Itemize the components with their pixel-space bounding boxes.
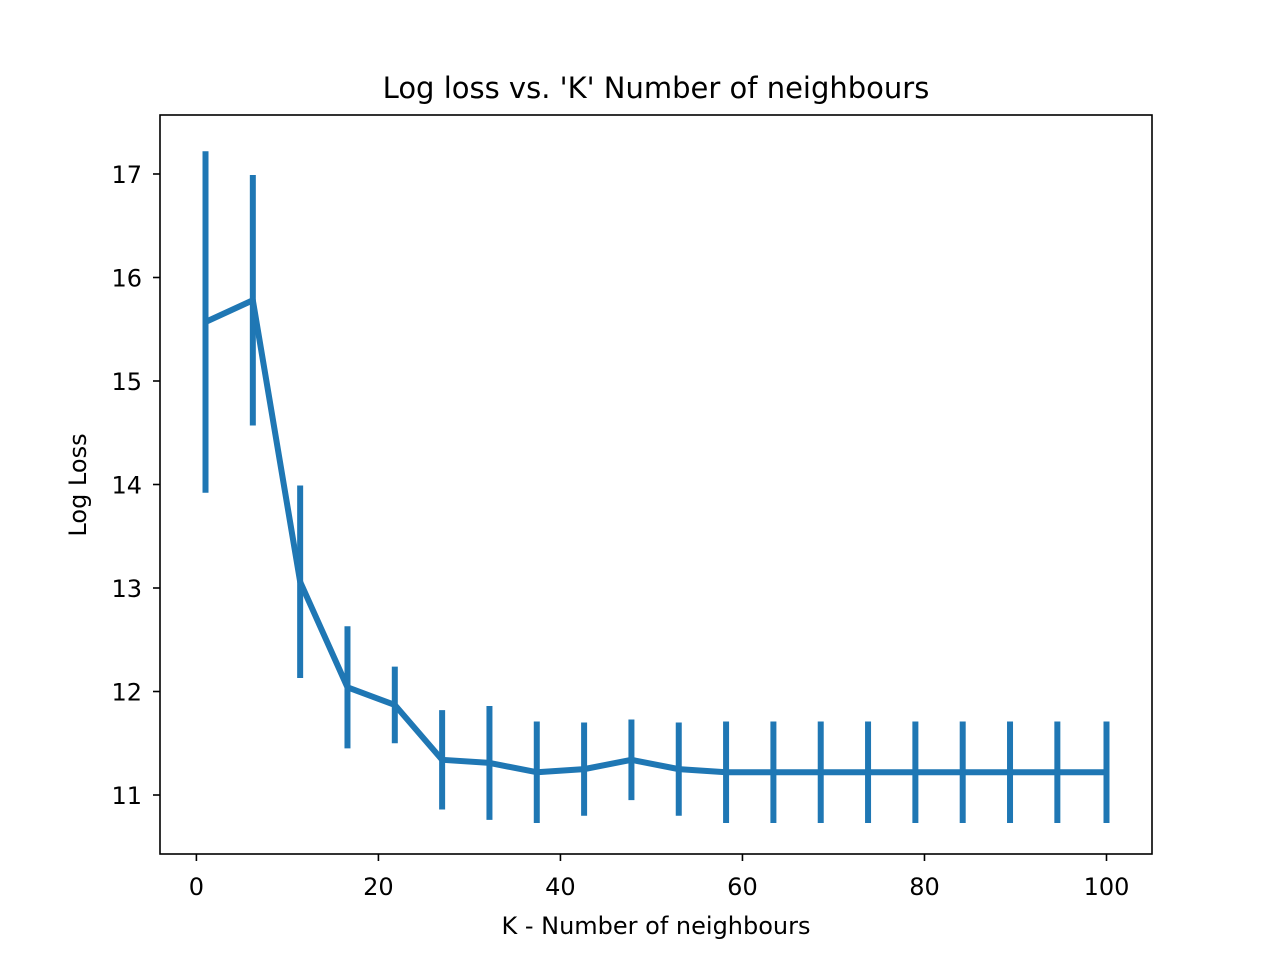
x-tick-label: 100 [1084, 873, 1130, 901]
plot-area [202, 151, 1110, 823]
x-tick-label: 40 [545, 873, 576, 901]
x-tick-label: 20 [363, 873, 394, 901]
y-axis-label: Log Loss [64, 433, 92, 536]
x-axis-label: K - Number of neighbours [501, 912, 810, 940]
x-tick-label: 60 [727, 873, 758, 901]
y-tick-label: 16 [111, 264, 142, 292]
chart-title: Log loss vs. 'K' Number of neighbours [383, 71, 930, 105]
x-axis: 0 20 40 60 80 100 [189, 854, 1130, 901]
y-tick-label: 12 [111, 679, 142, 707]
y-tick-label: 14 [111, 472, 142, 500]
y-tick-label: 13 [111, 575, 142, 603]
y-axis: 11 12 13 14 15 16 17 [111, 161, 160, 810]
x-tick-label: 0 [189, 873, 204, 901]
y-tick-label: 17 [111, 161, 142, 189]
y-tick-label: 15 [111, 368, 142, 396]
y-tick-label: 11 [111, 782, 142, 810]
x-tick-label: 80 [909, 873, 940, 901]
series-line [204, 297, 1107, 776]
